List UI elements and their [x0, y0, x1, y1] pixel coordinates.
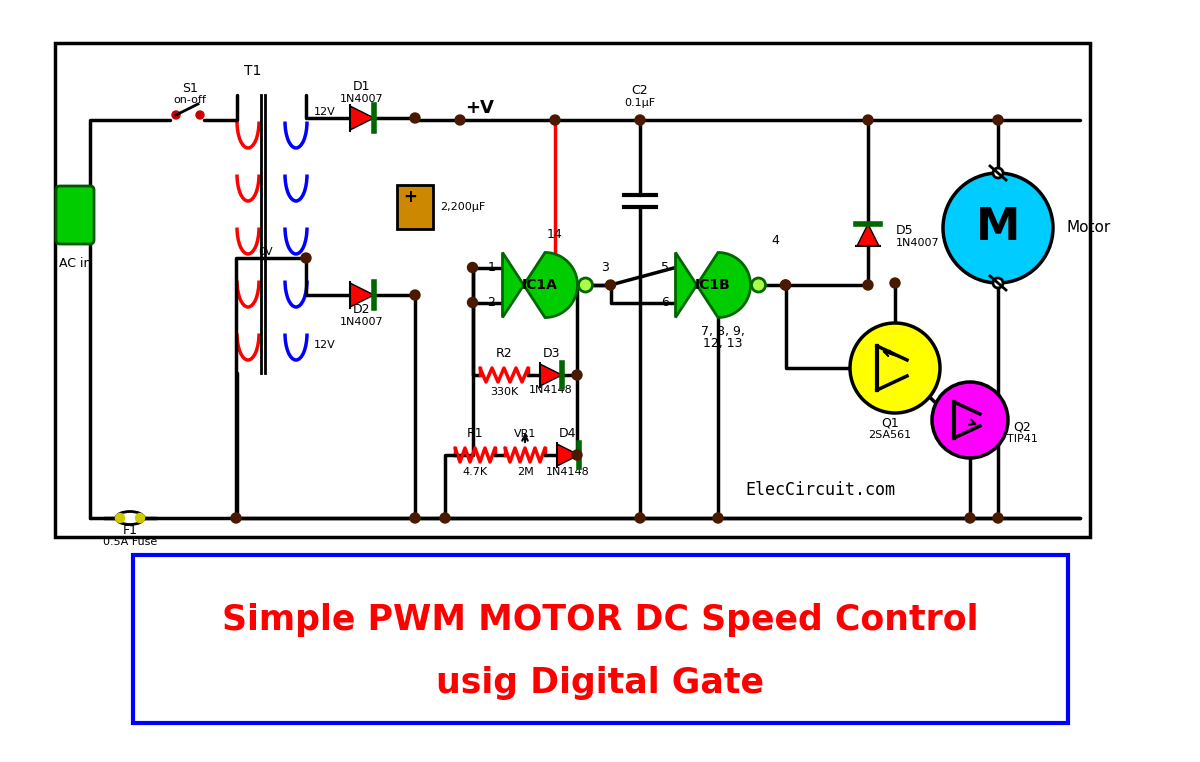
Circle shape: [606, 280, 616, 290]
Text: 2M: 2M: [517, 467, 533, 477]
Text: R2: R2: [496, 347, 512, 360]
Polygon shape: [557, 444, 580, 466]
Text: Simple PWM MOTOR DC Speed Control: Simple PWM MOTOR DC Speed Control: [222, 603, 978, 637]
Text: D5: D5: [896, 224, 913, 237]
Text: 1: 1: [487, 261, 496, 274]
Circle shape: [994, 278, 1003, 288]
Circle shape: [115, 514, 125, 523]
Circle shape: [578, 278, 593, 292]
Circle shape: [440, 513, 450, 523]
Circle shape: [410, 113, 420, 123]
Text: ElecCircuit.com: ElecCircuit.com: [745, 481, 895, 499]
Text: 3: 3: [601, 261, 610, 274]
Text: 0.5A Fuse: 0.5A Fuse: [103, 537, 157, 547]
Text: 12V: 12V: [314, 340, 336, 350]
Circle shape: [850, 323, 940, 413]
Circle shape: [572, 450, 582, 460]
Circle shape: [863, 115, 874, 125]
Circle shape: [713, 513, 722, 523]
Text: 2: 2: [487, 296, 496, 309]
Text: IC1B: IC1B: [695, 278, 731, 292]
Circle shape: [890, 278, 900, 288]
Text: 1N4148: 1N4148: [529, 385, 572, 395]
Circle shape: [410, 513, 420, 523]
Text: D2: D2: [353, 303, 371, 316]
Text: R1: R1: [467, 427, 484, 440]
Ellipse shape: [116, 511, 144, 524]
Text: T1: T1: [245, 64, 262, 78]
Text: Q1: Q1: [881, 416, 899, 429]
Text: 2,200μF: 2,200μF: [440, 201, 485, 212]
Circle shape: [410, 290, 420, 300]
Text: Motor: Motor: [1066, 220, 1110, 235]
Circle shape: [994, 168, 1003, 178]
Text: 5: 5: [660, 261, 668, 274]
Circle shape: [550, 115, 560, 125]
Text: 1N4007: 1N4007: [896, 238, 940, 248]
FancyBboxPatch shape: [56, 186, 94, 244]
Text: 12, 13: 12, 13: [703, 338, 743, 351]
Circle shape: [751, 278, 766, 292]
Text: on-off: on-off: [174, 95, 206, 105]
Circle shape: [196, 111, 204, 119]
Polygon shape: [503, 252, 577, 318]
Text: 4: 4: [772, 235, 780, 248]
Text: 1N4148: 1N4148: [546, 467, 590, 477]
Text: IC1A: IC1A: [522, 278, 558, 292]
Text: AC in: AC in: [59, 257, 91, 270]
Text: VR1: VR1: [514, 429, 536, 439]
Circle shape: [455, 115, 466, 125]
Text: F1: F1: [122, 524, 138, 537]
Text: usig Digital Gate: usig Digital Gate: [436, 666, 764, 700]
Polygon shape: [540, 364, 562, 386]
Text: 6: 6: [661, 296, 668, 309]
Circle shape: [635, 115, 646, 125]
Circle shape: [932, 382, 1008, 458]
Bar: [55, 43, 1090, 537]
Circle shape: [780, 280, 791, 290]
Polygon shape: [350, 106, 374, 130]
Text: D3: D3: [542, 347, 559, 360]
Circle shape: [965, 513, 974, 523]
Bar: [397, 184, 433, 229]
Circle shape: [136, 514, 144, 523]
Polygon shape: [676, 252, 750, 318]
Polygon shape: [857, 224, 878, 246]
Circle shape: [635, 513, 646, 523]
Text: TIP41: TIP41: [1007, 434, 1038, 444]
Circle shape: [994, 115, 1003, 125]
Text: 1N4007: 1N4007: [340, 94, 384, 104]
Text: 0V: 0V: [258, 247, 272, 257]
Text: 2SA561: 2SA561: [869, 430, 912, 440]
Text: Q2: Q2: [1013, 420, 1031, 433]
Text: 330K: 330K: [490, 387, 518, 397]
Text: D4: D4: [559, 427, 577, 440]
Circle shape: [863, 280, 874, 290]
Text: D1: D1: [353, 80, 371, 93]
Text: 0.1μF: 0.1μF: [624, 98, 655, 108]
Circle shape: [943, 173, 1054, 283]
Text: C2: C2: [631, 84, 648, 97]
Circle shape: [468, 262, 478, 273]
Polygon shape: [350, 283, 374, 307]
Circle shape: [994, 513, 1003, 523]
Text: 7, 8, 9,: 7, 8, 9,: [701, 325, 745, 338]
Bar: [133, 555, 1068, 723]
Circle shape: [172, 111, 180, 119]
Circle shape: [230, 513, 241, 523]
Text: S1: S1: [182, 82, 198, 95]
Text: 1N4007: 1N4007: [340, 317, 384, 327]
Text: 14: 14: [547, 229, 563, 242]
Text: 12V: 12V: [314, 107, 336, 117]
Circle shape: [780, 280, 791, 290]
Text: +: +: [403, 187, 416, 206]
Text: 4.7K: 4.7K: [462, 467, 487, 477]
Circle shape: [572, 370, 582, 380]
Text: +V: +V: [466, 99, 494, 117]
Circle shape: [301, 253, 311, 263]
Text: M: M: [976, 207, 1020, 249]
Circle shape: [468, 297, 478, 308]
